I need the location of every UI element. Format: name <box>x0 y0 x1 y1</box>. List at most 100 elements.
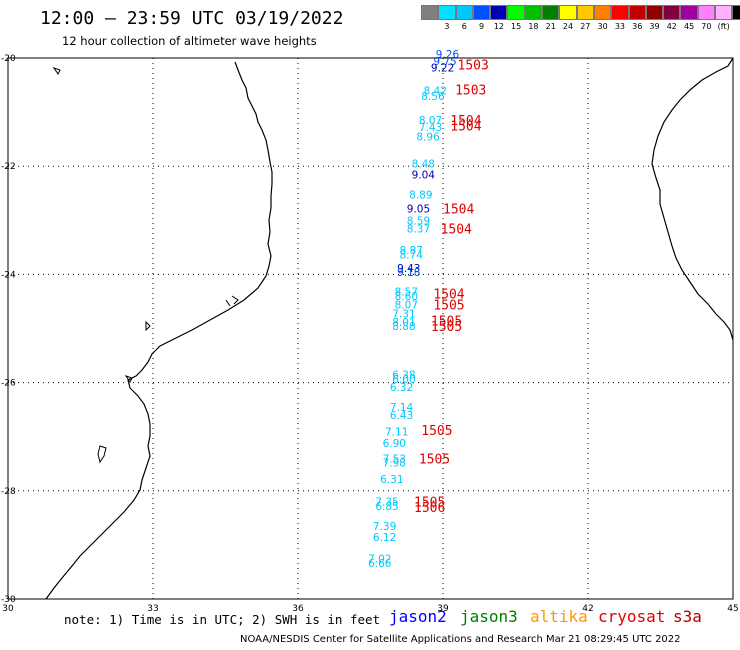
scale-swatch <box>732 5 740 20</box>
scale-label: 45 <box>684 22 695 31</box>
scale-label: 3 <box>444 22 450 31</box>
scale-swatch <box>438 5 456 20</box>
observation-time: 1505 <box>414 496 445 511</box>
scale-swatch <box>455 5 473 20</box>
satellite-cryosat: cryosat <box>598 607 666 626</box>
wave-height-value: 9.05 <box>407 203 430 215</box>
lat-tick-label: -24 <box>1 270 16 280</box>
scale-swatch <box>490 5 508 20</box>
scale-swatch <box>663 5 681 20</box>
scale-swatch <box>472 5 491 20</box>
scale-swatch <box>559 5 577 20</box>
wave-height-value: 7.43 <box>419 122 442 134</box>
wave-height-value: 6.32 <box>390 382 413 394</box>
scale-swatch <box>542 5 560 20</box>
scale-swatch <box>715 5 733 20</box>
color-scale: 3 6 9 12 15 18 21 24 27 30 33 36 39 42 45 70 (ft) <box>421 5 740 31</box>
wave-height-value: 9.43 <box>397 263 420 275</box>
africa-coastline <box>45 61 273 600</box>
wave-height-value: 6.31 <box>380 474 403 486</box>
scale-swatch <box>628 5 646 20</box>
satellite-s3a: s3a <box>673 607 702 626</box>
wave-height-value: 7.53 <box>383 453 406 465</box>
wave-height-value: 8.87 <box>400 245 423 257</box>
wave-height-value: 6.00 <box>392 374 415 386</box>
map-frame <box>7 57 734 600</box>
observation-time: 1505 <box>431 320 462 335</box>
wave-height-value: 7.39 <box>373 521 396 533</box>
wave-height-value: 6.43 <box>390 410 413 422</box>
wave-height-value: 8.57 <box>395 287 418 299</box>
footer-note: note: 1) Time is in UTC; 2) SWH is in fe… <box>64 612 381 627</box>
lat-tick-label: -26 <box>1 379 16 389</box>
wave-height-value: 6.66 <box>368 558 392 570</box>
lon-tick-label: 30 <box>2 604 14 614</box>
scale-swatch <box>611 5 629 20</box>
color-scale-swatches <box>421 5 740 20</box>
wave-height-value: 7.98 <box>383 458 406 470</box>
wave-height-value: 7.31 <box>392 308 415 320</box>
scale-label: 12 <box>493 22 504 31</box>
observation-labels: 9.269.759.228.428.568.077.438.968.489.04… <box>368 49 459 570</box>
wave-height-value: 8.07 <box>419 115 442 127</box>
wave-height-value: 6.90 <box>383 438 406 450</box>
lat-tick-label: -28 <box>1 487 16 497</box>
wave-height-value: 8.89 <box>409 189 432 201</box>
observation-time: 1504 <box>433 287 464 302</box>
observation-time: 1504 <box>450 114 481 129</box>
wave-height-value: 7.11 <box>385 426 408 438</box>
page-subtitle: 12 hour collection of altimeter wave hei… <box>62 34 317 48</box>
scale-label: 70 <box>701 22 712 31</box>
scale-swatch <box>593 5 612 20</box>
scale-swatch <box>421 5 439 20</box>
observation-time: 1505 <box>419 452 450 467</box>
observation-time: 1504 <box>450 120 481 135</box>
observation-time: 1506 <box>414 501 445 516</box>
scale-swatch <box>507 5 525 20</box>
observation-time: 1503 <box>458 58 489 73</box>
observation-time: 1504 <box>441 222 472 237</box>
wave-height-value: 8.60 <box>395 291 418 303</box>
lat-tick-label: -22 <box>1 162 16 172</box>
observation-time: 1503 <box>455 83 486 98</box>
scale-label: 6 <box>461 22 467 31</box>
satellite-altika: altika <box>530 607 588 626</box>
color-scale-labels: 3 6 9 12 15 18 21 24 27 30 33 36 39 42 45 70 (ft) <box>421 20 740 31</box>
lat-tick-label: -30 <box>1 595 16 605</box>
wave-height-value: 9.26 <box>436 49 460 61</box>
scale-swatch <box>524 5 543 20</box>
wave-height-value: 9.18 <box>397 267 420 279</box>
lat-tick-label: -20 <box>1 54 16 64</box>
wave-height-value: 8.74 <box>400 249 424 261</box>
inhambane-inlet <box>124 295 239 383</box>
wave-height-value: 8.88 <box>392 321 415 333</box>
page-title: 12:00 – 23:59 UTC 03/19/2022 <box>40 8 344 29</box>
scale-swatch <box>576 5 594 20</box>
scale-label: (ft) <box>717 22 730 31</box>
scale-label: 27 <box>580 22 591 31</box>
wave-height-value: 8.42 <box>424 85 447 97</box>
map-gridlines <box>8 58 733 599</box>
wave-height-value: 8.56 <box>421 91 445 103</box>
observation-time: 1504 <box>443 202 474 217</box>
wave-height-value: 6.85 <box>375 501 398 513</box>
wave-height-value: 7.35 <box>375 497 398 509</box>
wave-height-value: 9.22 <box>431 63 454 75</box>
scale-label: 36 <box>632 22 643 31</box>
lon-tick-label: 33 <box>147 604 158 614</box>
wave-height-value: 8.59 <box>407 215 430 227</box>
observation-time: 1505 <box>431 314 462 329</box>
wave-height-value: 7.14 <box>390 402 414 414</box>
scale-swatch <box>680 5 698 20</box>
wave-height-value: 8.37 <box>407 223 430 235</box>
scale-swatch <box>697 5 716 20</box>
wave-height-value: 6.38 <box>392 369 415 381</box>
small-island <box>52 67 61 75</box>
scale-label: 24 <box>562 22 574 31</box>
madagascar-coastline <box>651 57 734 341</box>
wave-height-value: 8.48 <box>412 158 435 170</box>
observation-time: 1505 <box>421 424 452 439</box>
wave-height-value: 9.04 <box>412 169 436 181</box>
